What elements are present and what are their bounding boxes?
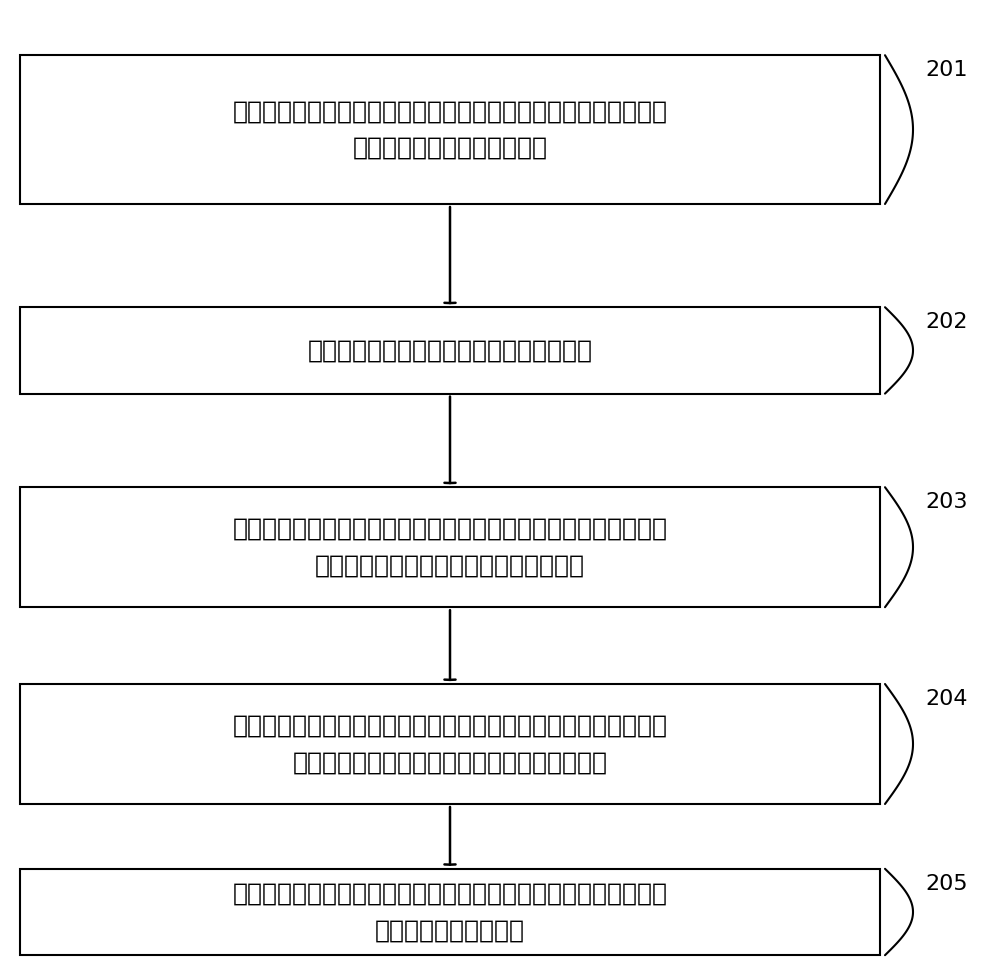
- Text: 基于硬件模块在当前时间点已执行任务的任务时长以及初始任务时: 基于硬件模块在当前时间点已执行任务的任务时长以及初始任务时: [232, 516, 668, 541]
- Text: 205: 205: [925, 874, 968, 894]
- Text: 响应于在当前时间点接收到使用率调用请求: 响应于在当前时间点接收到使用率调用请求: [308, 339, 592, 362]
- FancyBboxPatch shape: [20, 869, 880, 955]
- Text: 硬件模块的硬件使用率: 硬件模块的硬件使用率: [375, 918, 525, 943]
- Text: 201: 201: [925, 60, 968, 80]
- FancyBboxPatch shape: [20, 684, 880, 804]
- FancyBboxPatch shape: [20, 307, 880, 394]
- Text: 在当前周期执行至少一个任务: 在当前周期执行至少一个任务: [352, 136, 548, 160]
- Text: 长，确定当前时间点对应的当前任务时长: 长，确定当前时间点对应的当前任务时长: [315, 553, 585, 577]
- Text: 202: 202: [925, 312, 968, 332]
- Text: 203: 203: [925, 492, 968, 512]
- FancyBboxPatch shape: [20, 56, 880, 204]
- Text: 基于当前时间点与当前周期对应的起始时间点之间的差值以及初始: 基于当前时间点与当前周期对应的起始时间点之间的差值以及初始: [232, 714, 668, 737]
- Text: 204: 204: [925, 689, 968, 708]
- FancyBboxPatch shape: [20, 488, 880, 608]
- Text: 确定当前周期对应的初始周期时长和初始任务时长，基于硬件模块: 确定当前周期对应的初始周期时长和初始任务时长，基于硬件模块: [232, 100, 668, 124]
- Text: 基于当前任务时长和当前周期时长，确定使用率调用请求所请求的: 基于当前任务时长和当前周期时长，确定使用率调用请求所请求的: [232, 881, 668, 906]
- Text: 周期时长，确定当前时间点对应的当前周期时长: 周期时长，确定当前时间点对应的当前周期时长: [292, 751, 608, 774]
